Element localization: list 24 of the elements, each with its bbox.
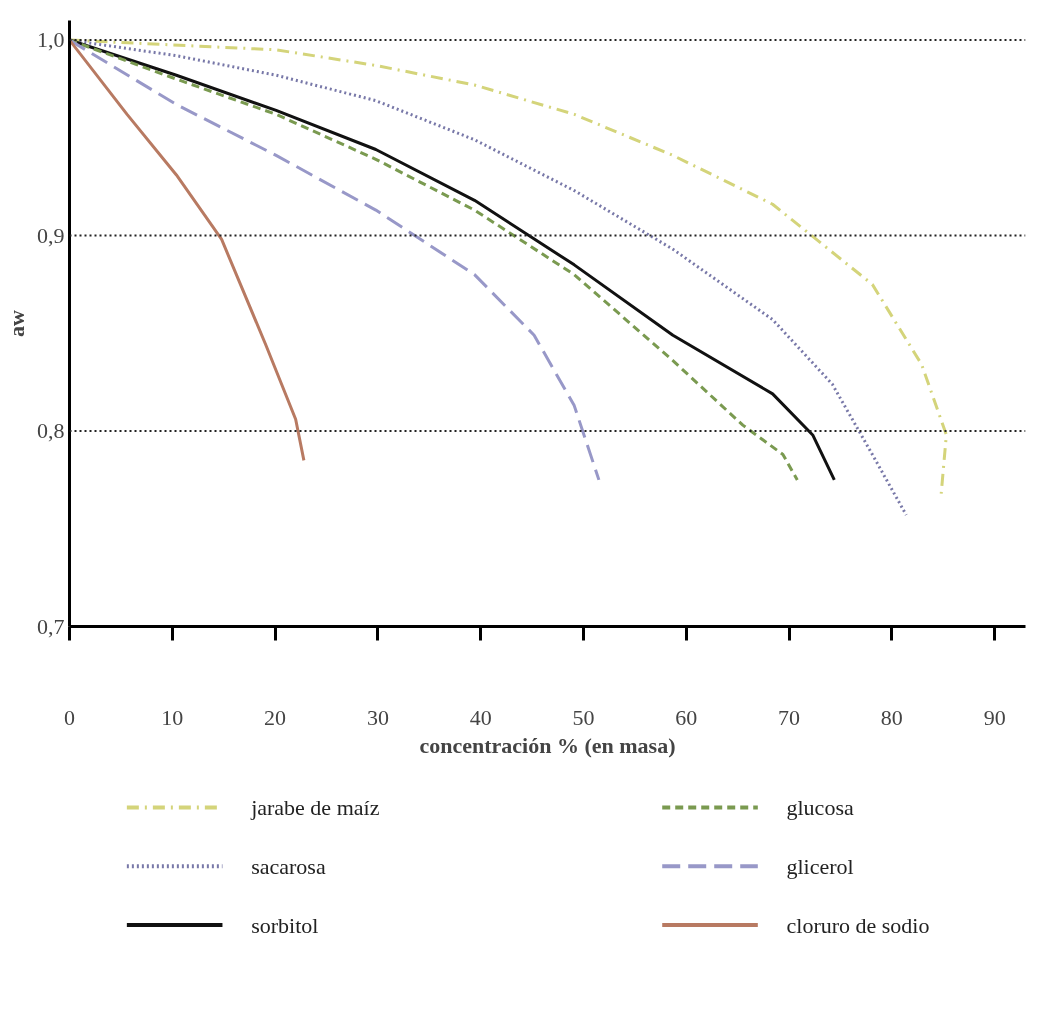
x-tick-label: 60	[675, 704, 698, 730]
x-tick-label: 90	[983, 704, 1006, 730]
y-tick-label: 0,7	[37, 613, 65, 639]
legend-label: sacarosa	[251, 853, 326, 879]
y-tick-label: 1,0	[37, 27, 65, 53]
legend-label: jarabe de maíz	[250, 795, 380, 820]
y-tick-label: 0,9	[37, 222, 65, 248]
line-series	[69, 38, 306, 462]
x-tick-label: 50	[572, 704, 595, 730]
x-tick-label: 80	[880, 704, 903, 730]
x-tick-label: 30	[366, 704, 389, 730]
x-tick-label: 20	[264, 704, 287, 730]
legend-label: sorbitol	[251, 912, 319, 938]
x-tick-label: 40	[469, 704, 492, 730]
x-axis-title: concentración % (en masa)	[419, 732, 676, 758]
x-tick-label: 0	[64, 704, 75, 730]
x-tick-label: 70	[778, 704, 801, 730]
x-tick-label: 10	[161, 704, 184, 730]
legend-label: glucosa	[786, 795, 854, 820]
y-tick-label: 0,8	[37, 418, 65, 444]
line-series	[69, 38, 601, 482]
legend-label: cloruro de sodio	[786, 912, 930, 938]
legend-label: glicerol	[786, 853, 854, 879]
y-axis-title: aw	[4, 309, 29, 337]
